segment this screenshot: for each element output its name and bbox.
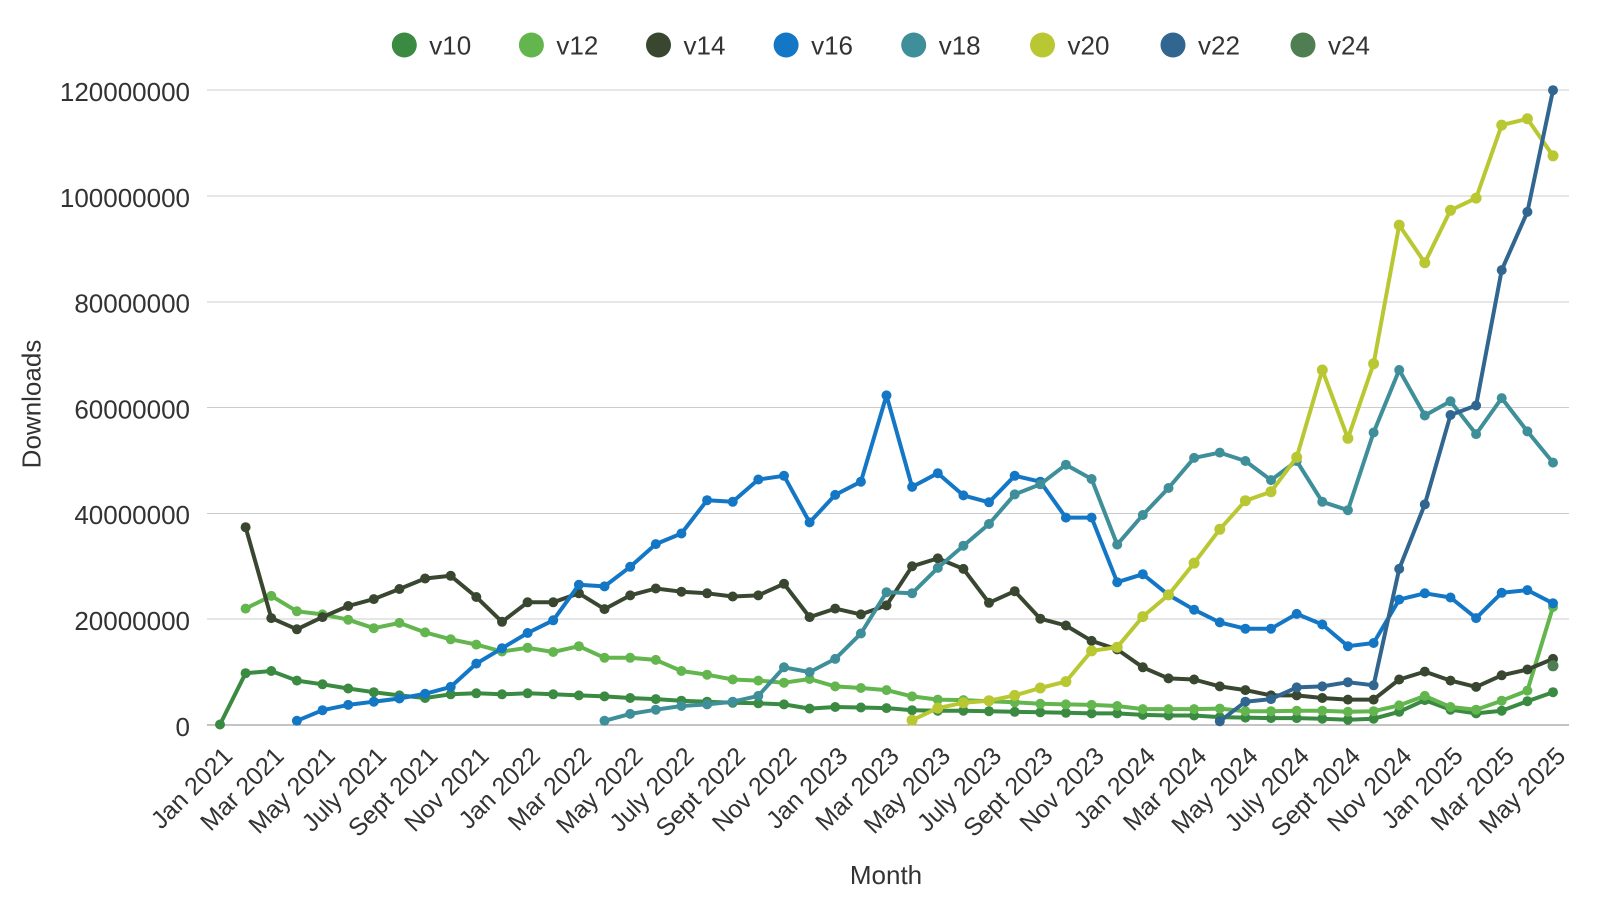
svg-text:v20: v20 [1068, 31, 1110, 61]
svg-text:0: 0 [176, 712, 190, 742]
svg-text:v14: v14 [684, 31, 726, 61]
svg-text:20000000: 20000000 [74, 606, 190, 636]
svg-text:120000000: 120000000 [60, 77, 190, 107]
svg-text:v10: v10 [429, 31, 471, 61]
svg-text:v16: v16 [811, 31, 853, 61]
svg-text:v22: v22 [1198, 31, 1240, 61]
svg-text:40000000: 40000000 [74, 500, 190, 530]
svg-text:v24: v24 [1328, 31, 1370, 61]
svg-text:100000000: 100000000 [60, 183, 190, 213]
svg-text:v12: v12 [556, 31, 598, 61]
svg-text:v18: v18 [939, 31, 981, 61]
svg-text:80000000: 80000000 [74, 289, 190, 319]
svg-text:Month: Month [850, 860, 922, 890]
svg-text:60000000: 60000000 [74, 394, 190, 424]
svg-text:Downloads: Downloads [17, 340, 47, 469]
